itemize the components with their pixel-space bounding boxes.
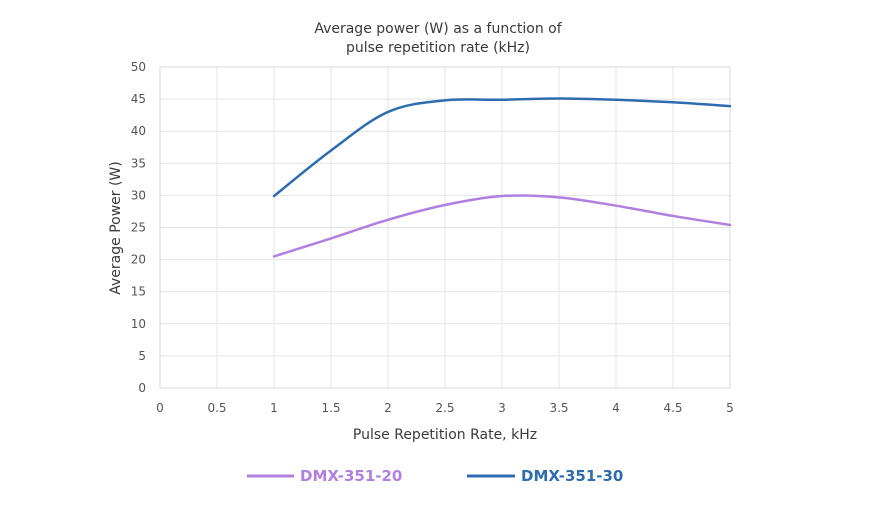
y-tick-label: 20 bbox=[131, 253, 146, 267]
legend-label-dmx-351-20: DMX-351-20 bbox=[300, 467, 402, 485]
legend: DMX-351-20 DMX-351-30 bbox=[247, 467, 623, 485]
x-tick-label: 1.5 bbox=[321, 401, 340, 415]
x-tick-label: 0.5 bbox=[207, 401, 226, 415]
x-axis-label: Pulse Repetition Rate, kHz bbox=[353, 427, 537, 443]
chart-title-line-2: pulse repetition rate (kHz) bbox=[346, 40, 530, 56]
y-tick-label: 25 bbox=[131, 221, 146, 235]
x-tick-label: 5 bbox=[726, 401, 734, 415]
y-tick-label: 5 bbox=[138, 349, 146, 363]
series-line-dmx-351-30 bbox=[272, 97, 732, 198]
y-tick-label: 40 bbox=[131, 124, 146, 138]
x-tick-label: 4.5 bbox=[663, 401, 682, 415]
x-tick-label: 2 bbox=[384, 401, 392, 415]
y-axis-label: Average Power (W) bbox=[108, 161, 124, 295]
x-tick-label: 2.5 bbox=[435, 401, 454, 415]
chart-title-line-1: Average power (W) as a function of bbox=[314, 21, 562, 37]
y-tick-label: 0 bbox=[138, 381, 146, 395]
y-tick-label: 10 bbox=[131, 317, 146, 331]
y-tick-label: 30 bbox=[131, 188, 146, 202]
x-tick-label: 3.5 bbox=[549, 401, 568, 415]
y-tick-label: 35 bbox=[131, 156, 146, 170]
y-tick-label: 50 bbox=[131, 60, 146, 74]
x-axis-ticks: 0 0.5 1 1.5 2 2.5 3 3.5 4 4.5 5 bbox=[156, 401, 734, 415]
x-tick-label: 3 bbox=[498, 401, 506, 415]
plot-frame bbox=[159, 66, 731, 389]
grid bbox=[160, 67, 730, 388]
plot-area-border bbox=[159, 66, 731, 389]
x-tick-label: 1 bbox=[270, 401, 278, 415]
x-tick-label: 4 bbox=[612, 401, 620, 415]
x-tick-label: 0 bbox=[156, 401, 164, 415]
y-tick-label: 15 bbox=[131, 285, 146, 299]
series-line-dmx-351-20 bbox=[272, 194, 732, 258]
y-axis-ticks: 0 5 10 15 20 25 30 35 40 45 50 bbox=[131, 60, 146, 395]
y-tick-label: 45 bbox=[131, 92, 146, 106]
legend-label-dmx-351-30: DMX-351-30 bbox=[521, 467, 623, 485]
series-lines bbox=[272, 97, 732, 258]
